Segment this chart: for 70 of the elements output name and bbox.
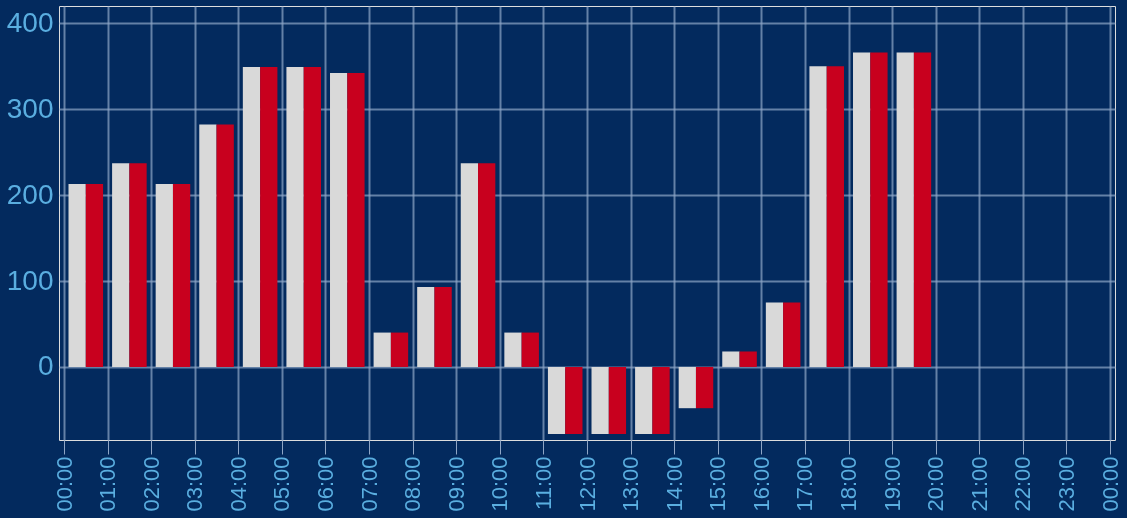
bar: [330, 73, 348, 367]
y-tick-label: 400: [6, 6, 54, 38]
bar: [390, 332, 409, 367]
bar: [870, 52, 888, 367]
x-tick-label: 02:00: [138, 456, 164, 512]
bar: [783, 302, 801, 367]
x-tick-label: 13:00: [618, 456, 644, 512]
x-tick-label: 09:00: [443, 456, 469, 512]
bar: [809, 66, 827, 367]
bar: [739, 351, 757, 367]
x-tick-label: 21:00: [966, 456, 992, 512]
bar: [417, 287, 435, 367]
bar: [765, 302, 784, 367]
bar: [199, 124, 217, 367]
x-tick-label: 05:00: [269, 456, 295, 512]
bar: [260, 67, 278, 367]
bar: [347, 73, 365, 367]
x-tick-label: 00:00: [51, 456, 77, 512]
bar: [478, 163, 496, 367]
bar: [896, 52, 914, 367]
x-tick-label: 08:00: [400, 456, 426, 512]
x-tick-label: 12:00: [574, 456, 600, 512]
x-tick-label: 16:00: [748, 456, 774, 512]
bar: [695, 366, 714, 409]
bar: [591, 366, 609, 434]
bar: [913, 52, 932, 367]
x-tick-label: 04:00: [225, 456, 251, 512]
bar: [652, 366, 670, 434]
x-tick-label: 11:00: [530, 456, 556, 510]
x-tick-label: 19:00: [879, 456, 905, 512]
y-tick-label: 300: [6, 92, 54, 124]
bar: [521, 332, 539, 367]
y-tick-label: 0: [37, 350, 54, 382]
bar: [565, 366, 583, 434]
x-tick-label: 00:00: [1097, 456, 1123, 512]
bar: [678, 366, 696, 409]
bar: [373, 332, 391, 367]
bar: [286, 67, 304, 367]
x-tick-label: 06:00: [313, 456, 338, 512]
bar: [303, 67, 321, 367]
x-tick-label: 18:00: [836, 456, 861, 512]
x-tick-label: 07:00: [356, 456, 382, 512]
bar: [155, 183, 173, 367]
x-tick-label: 22:00: [1010, 456, 1036, 512]
bar: [68, 183, 86, 367]
bar: [129, 163, 147, 367]
bar: [826, 66, 844, 367]
y-tick-label: 100: [6, 264, 54, 296]
x-tick-label: 20:00: [923, 456, 949, 512]
x-tick-label: 10:00: [487, 456, 513, 512]
bar: [85, 183, 104, 367]
bar: [504, 332, 522, 367]
bar: [547, 366, 566, 434]
bar: [434, 287, 452, 367]
x-tick-label: 14:00: [661, 456, 687, 512]
x-tick-label: 15:00: [705, 456, 731, 512]
x-tick-label: 03:00: [182, 456, 208, 512]
x-tick-label: 17:00: [792, 456, 818, 512]
bar: [460, 163, 479, 367]
bar: [635, 366, 653, 434]
y-tick-label: 200: [6, 178, 54, 210]
bar: [853, 52, 871, 367]
x-tick-label: 23:00: [1053, 456, 1079, 512]
bar: [722, 351, 740, 367]
x-tick-label: 01:00: [95, 456, 121, 512]
bar: [172, 183, 191, 367]
bar: [608, 366, 627, 434]
bar: [112, 163, 130, 367]
bar: [216, 124, 234, 367]
bar: [242, 67, 261, 367]
